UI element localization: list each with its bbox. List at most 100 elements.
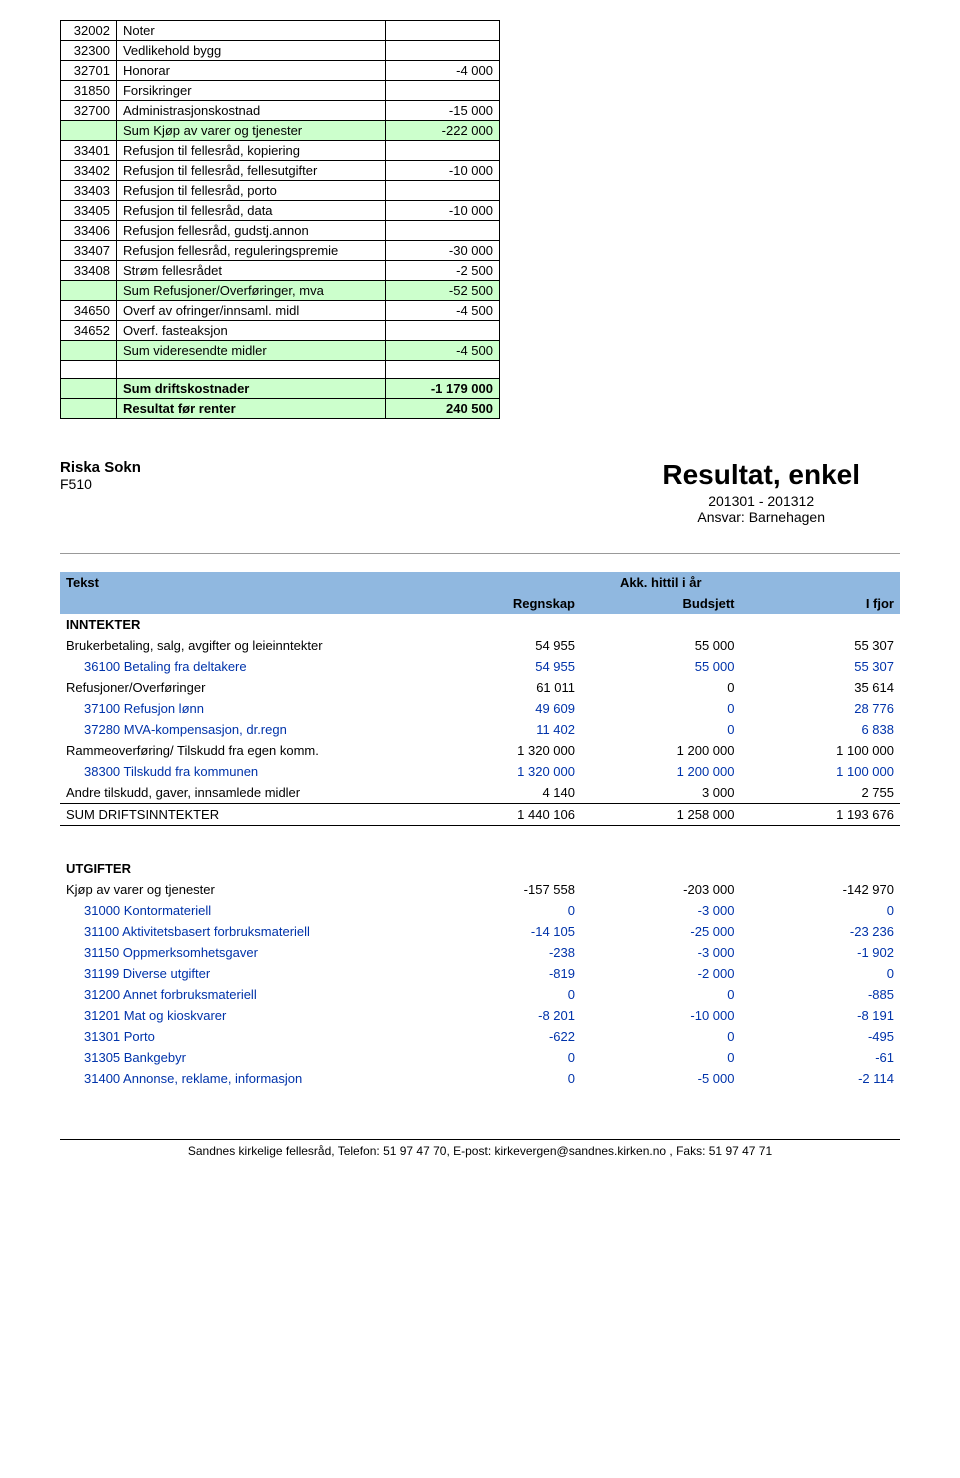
result-row: 37280 MVA-kompensasjon, dr.regn11 40206 …: [60, 719, 900, 740]
row-code: 32002: [61, 21, 117, 41]
row-text: Refusjon til fellesråd, data: [116, 201, 385, 221]
row-text: Sum Kjøp av varer og tjenester: [116, 121, 385, 141]
row-b: -3 000: [581, 942, 740, 963]
row-a: -238: [422, 942, 581, 963]
row-label: 37100 Refusjon lønn: [60, 698, 422, 719]
result-row: 31199 Diverse utgifter-819-2 0000: [60, 963, 900, 984]
row-value: -4 500: [386, 301, 500, 321]
col-ifjor: I fjor: [740, 593, 900, 614]
row-b: 0: [581, 719, 740, 740]
cost-row: 33403Refusjon til fellesråd, porto: [61, 181, 500, 201]
row-a: 0: [422, 984, 581, 1005]
row-c: -885: [740, 984, 900, 1005]
section-header: UTGIFTER: [60, 858, 900, 879]
row-a: -157 558: [422, 879, 581, 900]
row-label: SUM DRIFTSINNTEKTER: [60, 804, 422, 826]
report-period: 201301 - 201312: [662, 493, 860, 509]
row-value: -15 000: [386, 101, 500, 121]
row-b: 0: [581, 984, 740, 1005]
row-code: 33408: [61, 261, 117, 281]
row-label: 31150 Oppmerksomhetsgaver: [60, 942, 422, 963]
row-b: 0: [581, 1026, 740, 1047]
row-label: 31200 Annet forbruksmateriell: [60, 984, 422, 1005]
row-label: 31100 Aktivitetsbasert forbruksmateriell: [60, 921, 422, 942]
row-value: -4 500: [386, 341, 500, 361]
row-a: -819: [422, 963, 581, 984]
row-label: 31000 Kontormateriell: [60, 900, 422, 921]
row-c: -61: [740, 1047, 900, 1068]
row-text: Overf av ofringer/innsaml. midl: [116, 301, 385, 321]
row-c: -23 236: [740, 921, 900, 942]
row-c: -142 970: [740, 879, 900, 900]
row-code: 33407: [61, 241, 117, 261]
row-label: Rammeoverføring/ Tilskudd fra egen komm.: [60, 740, 422, 761]
row-a: 1 320 000: [422, 761, 581, 782]
row-b: -10 000: [581, 1005, 740, 1026]
row-value: [386, 81, 500, 101]
result-row: 36100 Betaling fra deltakere54 95555 000…: [60, 656, 900, 677]
row-a: 1 440 106: [422, 804, 581, 826]
row-code: 34650: [61, 301, 117, 321]
row-code: 33405: [61, 201, 117, 221]
row-b: -2 000: [581, 963, 740, 984]
row-c: 6 838: [740, 719, 900, 740]
row-label: Kjøp av varer og tjenester: [60, 879, 422, 900]
cost-row: 34650Overf av ofringer/innsaml. midl-4 5…: [61, 301, 500, 321]
row-b: 1 258 000: [581, 804, 740, 826]
row-value: [386, 41, 500, 61]
row-label: Brukerbetaling, salg, avgifter og leiein…: [60, 635, 422, 656]
cost-row: 32300Vedlikehold bygg: [61, 41, 500, 61]
result-row: SUM DRIFTSINNTEKTER1 440 1061 258 0001 1…: [60, 804, 900, 826]
result-table: Tekst Akk. hittil i år Regnskap Budsjett…: [60, 572, 900, 1089]
cost-row: 33407Refusjon fellesråd, reguleringsprem…: [61, 241, 500, 261]
row-b: 0: [581, 1047, 740, 1068]
row-code: 32701: [61, 61, 117, 81]
cost-row: 33401Refusjon til fellesråd, kopiering: [61, 141, 500, 161]
row-b: 0: [581, 698, 740, 719]
row-value: -2 500: [386, 261, 500, 281]
summary-value: -1 179 000: [386, 379, 500, 399]
row-b: 1 200 000: [581, 761, 740, 782]
row-code: 33402: [61, 161, 117, 181]
row-text: Sum Refusjoner/Overføringer, mva: [116, 281, 385, 301]
col-regnskap: Regnskap: [422, 593, 581, 614]
row-value: [386, 181, 500, 201]
cost-row: 32701Honorar-4 000: [61, 61, 500, 81]
result-row: 31000 Kontormateriell0-3 0000: [60, 900, 900, 921]
row-text: Refusjon til fellesråd, porto: [116, 181, 385, 201]
result-row: 31100 Aktivitetsbasert forbruksmateriell…: [60, 921, 900, 942]
result-row: 37100 Refusjon lønn49 609028 776: [60, 698, 900, 719]
row-c: 1 100 000: [740, 761, 900, 782]
page-footer: Sandnes kirkelige fellesråd, Telefon: 51…: [60, 1139, 900, 1158]
row-a: -14 105: [422, 921, 581, 942]
row-b: -3 000: [581, 900, 740, 921]
row-b: 55 000: [581, 635, 740, 656]
row-c: 0: [740, 900, 900, 921]
row-code: 34652: [61, 321, 117, 341]
cost-row: 31850Forsikringer: [61, 81, 500, 101]
row-value: -4 000: [386, 61, 500, 81]
row-c: 1 193 676: [740, 804, 900, 826]
row-value: [386, 141, 500, 161]
row-a: 4 140: [422, 782, 581, 804]
cost-row: Sum videresendte midler-4 500: [61, 341, 500, 361]
row-a: 1 320 000: [422, 740, 581, 761]
result-row: 31201 Mat og kioskvarer-8 201-10 000-8 1…: [60, 1005, 900, 1026]
row-code: 33401: [61, 141, 117, 161]
row-a: 49 609: [422, 698, 581, 719]
section-header: INNTEKTER: [60, 614, 900, 635]
cost-summary-row: Sum driftskostnader-1 179 000: [61, 379, 500, 399]
row-code: [61, 341, 117, 361]
row-c: -2 114: [740, 1068, 900, 1089]
cost-row: 32002Noter: [61, 21, 500, 41]
row-a: 11 402: [422, 719, 581, 740]
row-text: Honorar: [116, 61, 385, 81]
row-a: 54 955: [422, 656, 581, 677]
row-label: Andre tilskudd, gaver, innsamlede midler: [60, 782, 422, 804]
row-c: 55 307: [740, 656, 900, 677]
result-row: 31305 Bankgebyr00-61: [60, 1047, 900, 1068]
cost-row: 33405Refusjon til fellesråd, data-10 000: [61, 201, 500, 221]
row-value: [386, 21, 500, 41]
row-value: -52 500: [386, 281, 500, 301]
row-label: 38300 Tilskudd fra kommunen: [60, 761, 422, 782]
